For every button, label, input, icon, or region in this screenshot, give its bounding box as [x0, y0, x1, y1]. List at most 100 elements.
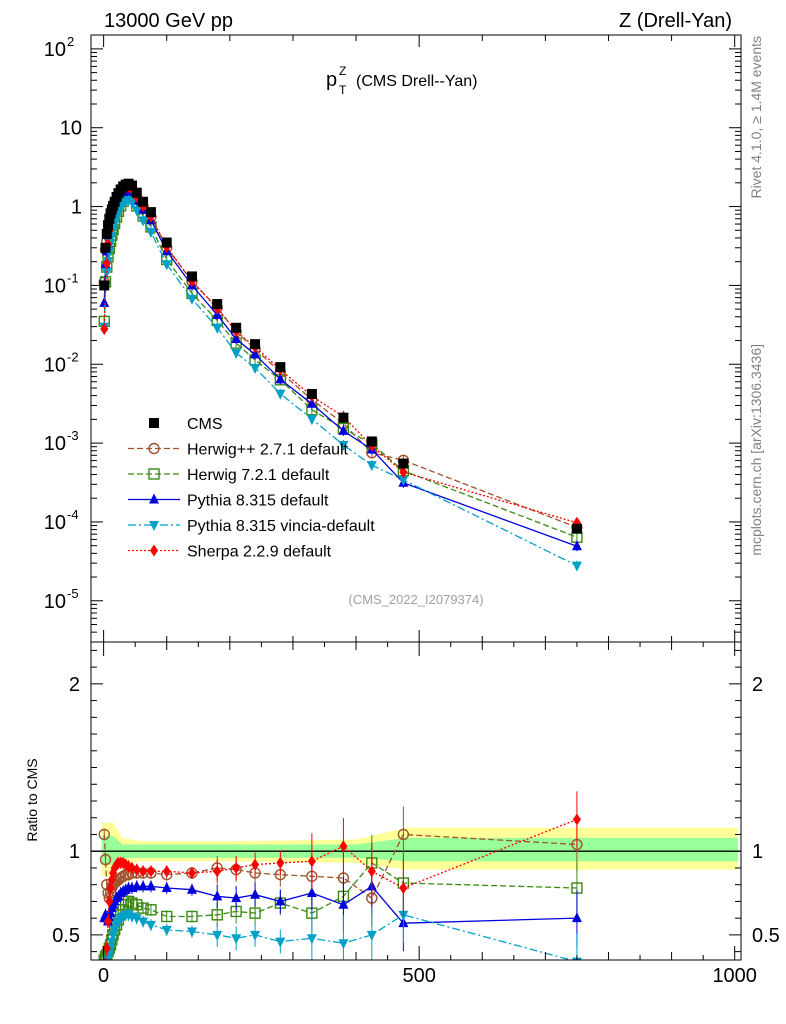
- vincia-ratio-point: [145, 920, 156, 931]
- main-y-tick-exp: -2: [67, 349, 79, 364]
- main-y-tick-label: 10: [60, 118, 82, 140]
- sherpa-main-line: [103, 186, 578, 524]
- plot-title: p: [326, 69, 337, 91]
- ratio-y-tick-label: 1: [69, 841, 80, 863]
- sherpa-ratio-point: [213, 865, 222, 878]
- plot-title-rest: (CMS Drell--Yan): [356, 73, 477, 90]
- vincia-main-point: [275, 389, 286, 400]
- vincia-ratio-point: [138, 917, 149, 928]
- cms-point: [103, 220, 114, 231]
- vincia-ratio-point: [186, 927, 197, 938]
- vincia-main-point: [250, 363, 261, 374]
- x-axis-ticks: 0 500 1000: [98, 642, 757, 987]
- legend-marker-sherpa: [150, 544, 158, 557]
- main-y-tick-label: 1: [71, 197, 82, 219]
- pythia-ratio-point: [138, 880, 149, 891]
- cms-point: [131, 187, 142, 198]
- ratio-panel: 0.5 0.5 1 1 2 2 0 500 1000: [52, 641, 780, 987]
- cms-point: [127, 180, 138, 191]
- main-y-tick-label: 10: [44, 591, 66, 613]
- herwig7-ratio-point: [122, 895, 135, 908]
- herwig7-ratio-point: [161, 910, 173, 923]
- vincia-ratio-point: [131, 914, 142, 925]
- x-tick-label: 1000: [712, 965, 757, 987]
- vincia-main-point: [127, 198, 138, 209]
- vincia-ratio-point: [161, 925, 172, 936]
- main-y-tick-exp: -1: [67, 270, 79, 285]
- herwig7-ratio-point: [249, 907, 261, 919]
- cms-point: [338, 412, 349, 423]
- herwig7-main-line: [103, 195, 578, 538]
- vincia-main-point: [366, 461, 377, 472]
- sherpa-ratio-point: [162, 865, 171, 878]
- herwig7-ratio-point: [186, 910, 198, 923]
- sherpa-ratio-point: [339, 840, 348, 853]
- sherpa-ratio-point: [399, 882, 408, 895]
- cms-point: [99, 280, 110, 291]
- cms-point: [212, 299, 223, 310]
- sherpa-main-point: [102, 257, 111, 270]
- ratio-series-group: [98, 791, 583, 960]
- pythia-ratio-point: [250, 888, 261, 899]
- cms-point: [275, 362, 286, 373]
- vincia-ratio-point: [338, 939, 349, 950]
- sherpa-main-point: [399, 466, 408, 479]
- plot-title-sub: T: [339, 83, 347, 97]
- sherpa-ratio-point: [103, 957, 108, 960]
- cms-point: [250, 339, 261, 350]
- rivet-label: Rivet 4.1.0, ≥ 1.4M events: [748, 36, 764, 199]
- herwigpp-ratio-point: [99, 853, 112, 866]
- main-y-tick-label: 10: [44, 433, 66, 455]
- sherpa-ratio-point: [367, 865, 376, 878]
- cms-data-points: [99, 178, 582, 534]
- cms-point: [306, 388, 317, 399]
- mcplots-label: mcplots.cern.ch [arXiv:1306.3436]: [748, 344, 764, 556]
- ratio-y-tick-label-right: 2: [752, 674, 763, 696]
- sherpa-main-point: [100, 322, 109, 335]
- herwig7-ratio-point: [211, 909, 223, 921]
- ratio-y-tick-label-right: 0.5: [752, 925, 780, 947]
- main-y-tick-label: 10: [44, 354, 66, 376]
- herwig7-ratio-point: [137, 902, 149, 914]
- pythia-ratio-point: [131, 880, 142, 891]
- cms-point: [138, 196, 149, 207]
- pythia-main-point: [275, 373, 286, 384]
- sherpa-ratio-point: [232, 861, 241, 874]
- vincia-main-point: [338, 441, 349, 452]
- cms-point: [161, 237, 172, 248]
- pythia-main-point: [571, 540, 582, 551]
- cms-point: [398, 458, 409, 469]
- vincia-ratio-point: [106, 937, 117, 948]
- ratio-band-green: [101, 836, 738, 865]
- sherpa-ratio-point: [106, 882, 115, 895]
- vincia-main-point: [231, 348, 242, 359]
- cms-point: [366, 436, 377, 447]
- pythia-ratio-point: [212, 890, 223, 901]
- header-left: 13000 GeV pp: [104, 10, 233, 32]
- legend: CMS Herwig++ 2.7.1 default Herwig 7.2.1 de…: [128, 416, 375, 561]
- legend-label-sherpa: Sherpa 2.2.9 default: [187, 544, 332, 561]
- legend-marker-pythia: [149, 493, 159, 504]
- sherpa-ratio-point: [104, 915, 113, 928]
- cms-point: [101, 228, 112, 239]
- legend-label-herwig7: Herwig 7.2.1 default: [187, 467, 330, 484]
- herwigpp-ratio-point: [98, 828, 110, 841]
- ratio-series: [98, 791, 583, 960]
- vincia-main-point: [145, 227, 156, 238]
- sherpa-ratio-point: [276, 856, 285, 869]
- sherpa-ratio-point: [146, 865, 155, 878]
- vincia-main-point: [212, 323, 223, 334]
- vincia-ratio-point: [275, 937, 286, 948]
- main-y-tick-label: 10: [44, 39, 66, 61]
- pythia-main-point: [338, 424, 349, 435]
- vincia-main-point: [131, 206, 142, 217]
- ratio-bands: [91, 822, 741, 877]
- pythia-ratio-point: [231, 892, 242, 903]
- vincia-main-point: [186, 294, 197, 305]
- ratio-y-tick-label: 0.5: [52, 925, 80, 947]
- cms-point: [100, 242, 111, 253]
- herwigpp-ratio-point: [397, 828, 410, 841]
- vincia-main-point: [571, 561, 582, 572]
- herwigpp-main-line: [103, 188, 578, 528]
